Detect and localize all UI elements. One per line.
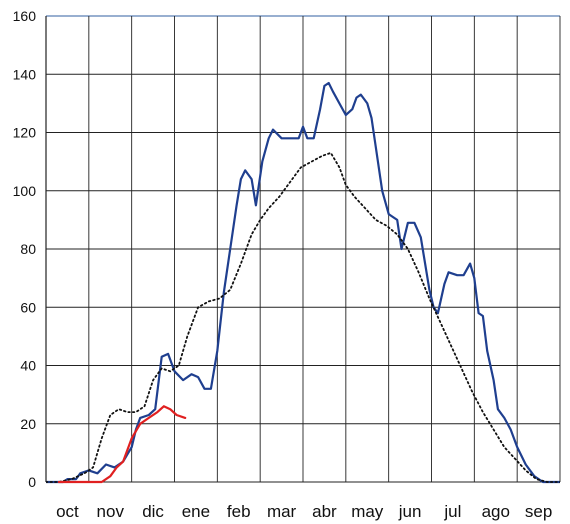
series-line-1 [46, 81, 560, 484]
x-tick-label: abr [312, 502, 337, 521]
x-tick-label: dic [142, 502, 164, 521]
grid [45, 15, 561, 483]
series-layer [46, 81, 560, 484]
y-tick-label: 140 [13, 66, 37, 82]
x-tick-label: jun [398, 502, 422, 521]
y-tick-label: 20 [20, 416, 36, 432]
x-tick-label: oct [56, 502, 79, 521]
y-tick-label: 60 [20, 299, 36, 315]
x-tick-label: mar [267, 502, 297, 521]
x-tick-label: nov [97, 502, 125, 521]
x-tick-label: ene [182, 502, 210, 521]
x-axis: oct nov dic ene feb mar abr may jun jul ago sep [56, 502, 552, 521]
y-tick-label: 0 [28, 474, 36, 490]
x-tick-label: sep [525, 502, 552, 521]
x-tick-label: feb [227, 502, 251, 521]
series-line-2 [46, 152, 560, 483]
y-axis: 0 20 40 60 80 100 120 140 160 [13, 8, 37, 490]
y-tick-label: 100 [13, 183, 37, 199]
y-tick-label: 40 [20, 358, 36, 374]
x-tick-label: may [351, 502, 384, 521]
y-tick-label: 120 [13, 125, 37, 141]
x-tick-label: jul [443, 502, 461, 521]
y-tick-label: 160 [13, 8, 37, 24]
series-line-3 [57, 405, 187, 484]
y-tick-label: 80 [20, 241, 36, 257]
x-tick-label: ago [482, 502, 510, 521]
